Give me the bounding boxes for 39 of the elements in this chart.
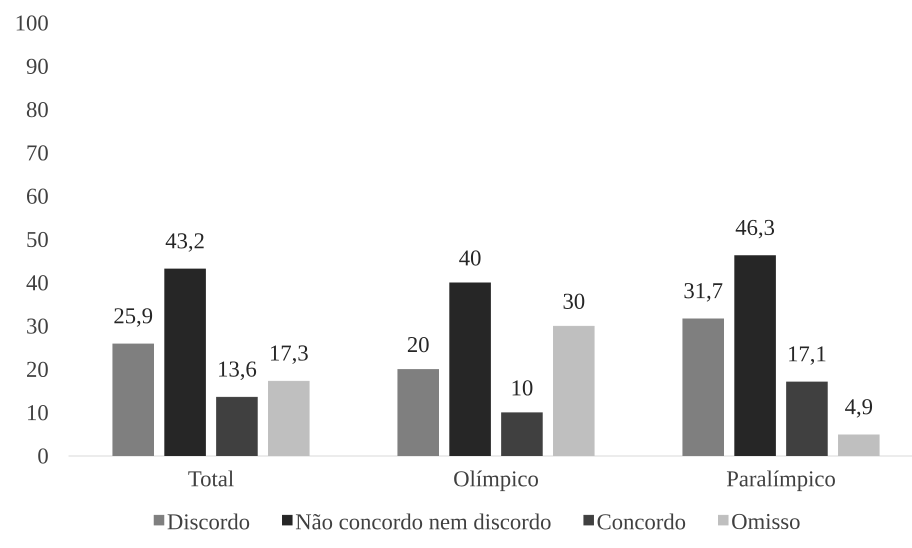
y-tick-label: 20 (27, 362, 48, 378)
bar (449, 282, 491, 456)
legend-label: Não concordo nem discordo (296, 514, 551, 530)
y-tick-label: 10 (28, 405, 48, 420)
y-tick-label: 40 (26, 275, 48, 290)
bar (734, 255, 776, 456)
bar (164, 268, 206, 456)
bar (553, 326, 595, 456)
y-tick-label: 60 (27, 188, 48, 204)
y-tick-label: 90 (26, 58, 48, 74)
y-tick-label: 0 (38, 448, 48, 464)
data-label: 30 (564, 294, 584, 309)
data-label: 40 (459, 250, 481, 266)
bar (268, 380, 310, 456)
x-tick-label: Olímpico (454, 470, 538, 492)
legend-label: Concordo (598, 514, 686, 530)
data-label: 17,1 (789, 346, 826, 365)
data-label: 43,2 (166, 233, 204, 252)
y-tick-label: 100 (16, 15, 48, 31)
data-label: 4,9 (845, 399, 872, 418)
y-tick-label: 80 (26, 102, 48, 118)
data-label: 17,3 (270, 345, 308, 364)
bar (501, 412, 543, 456)
y-tick-label: 30 (27, 318, 48, 334)
bar (216, 396, 258, 456)
bar (786, 382, 828, 456)
data-label: 31,7 (684, 283, 722, 302)
data-label: 25,9 (114, 308, 152, 327)
y-tick-label: 70 (28, 145, 48, 161)
data-label: 10 (512, 380, 532, 396)
legend-label: Omisso (732, 514, 800, 530)
x-tick-label: Total (188, 470, 234, 486)
bar (838, 434, 880, 456)
data-label: 46,3 (736, 220, 774, 238)
legend-label: Discordo (168, 514, 250, 530)
data-label: 13,6 (219, 361, 256, 380)
data-label: 20 (408, 336, 429, 352)
x-tick-label: Paralímpico (726, 470, 835, 492)
y-tick-label: 50 (27, 232, 48, 248)
